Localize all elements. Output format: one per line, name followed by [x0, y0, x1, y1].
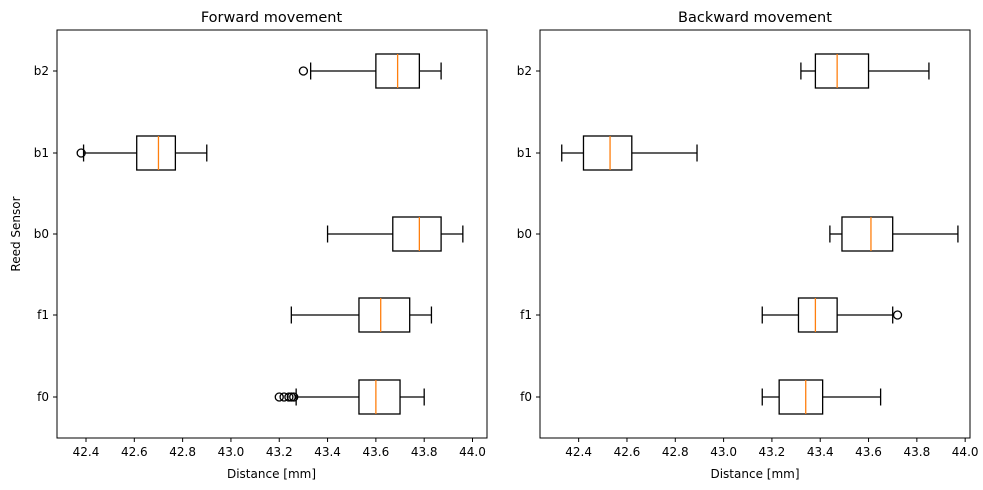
backward-y-tick-label: b1: [517, 146, 532, 160]
outlier-point: [284, 392, 294, 402]
outlier-point: [76, 148, 86, 158]
forward-y-tick-label: f1: [37, 308, 49, 322]
backward-axis-ticks: 42.4 42.6 42.8 43.0 43.2 43.4 43.6 43.8 44.0 f0 f1…: [517, 64, 979, 459]
backward-y-tick-label: b0: [517, 227, 532, 241]
outlier-point: [289, 392, 299, 402]
backward-box-b2: [800, 53, 930, 89]
forward-axis-ticks: 42.4 42.6 42.8 43.0 43.2 43.4 43.6 43.8 44.0 f0 f1…: [34, 64, 486, 459]
backward-x-tick-label: 44.0: [952, 445, 979, 459]
forward-y-tick-label: b0: [34, 227, 49, 241]
backward-boxplot-marks: [561, 53, 959, 415]
backward-box-b1: [561, 135, 698, 171]
interquartile-box: [392, 216, 442, 252]
forward-movement-panel: Forward movement Distance [mm] Reed Sens…: [9, 10, 488, 481]
interquartile-box: [778, 379, 824, 415]
forward-y-tick-label: b1: [34, 146, 49, 160]
forward-x-tick-label: 42.4: [73, 445, 100, 459]
backward-x-tick-label: 43.8: [903, 445, 930, 459]
backward-movement-panel: Backward movement Distance [mm] 42.4 42.6…: [517, 10, 979, 481]
forward-x-tick-label: 43.4: [314, 445, 341, 459]
backward-x-axis-label: Distance [mm]: [710, 467, 799, 481]
forward-boxplot-marks: [76, 53, 464, 415]
backward-x-tick-label: 42.8: [662, 445, 689, 459]
forward-x-tick-label: 42.6: [121, 445, 148, 459]
forward-axes-frame: [56, 29, 488, 439]
forward-x-axis-label: Distance [mm]: [227, 467, 316, 481]
forward-chart-title: Forward movement: [201, 10, 343, 26]
interquartile-box: [841, 216, 894, 252]
forward-x-tick-label: 43.2: [266, 445, 293, 459]
outlier-point: [279, 392, 289, 402]
forward-x-tick-label: 43.6: [363, 445, 390, 459]
interquartile-box: [136, 135, 177, 171]
backward-y-tick-label: f1: [520, 308, 532, 322]
forward-box-b2: [298, 53, 442, 89]
forward-y-tick-label: f0: [37, 390, 49, 404]
forward-x-tick-label: 43.0: [218, 445, 245, 459]
backward-x-tick-label: 43.0: [710, 445, 737, 459]
forward-box-b0: [326, 216, 464, 252]
backward-x-tick-label: 43.4: [807, 445, 834, 459]
forward-y-axis-label: Reed Sensor: [9, 196, 23, 271]
backward-x-tick-label: 42.6: [614, 445, 641, 459]
backward-box-b0: [829, 216, 959, 252]
forward-box-b1: [76, 135, 208, 171]
backward-x-tick-label: 42.4: [565, 445, 592, 459]
forward-x-tick-label: 42.8: [169, 445, 196, 459]
interquartile-box: [797, 297, 838, 333]
forward-x-tick-label: 44.0: [459, 445, 486, 459]
outlier-point: [286, 392, 296, 402]
backward-y-tick-label: b2: [517, 64, 532, 78]
backward-axes-frame: [539, 29, 971, 439]
backward-y-tick-label: f0: [520, 390, 532, 404]
forward-y-tick-label: b2: [34, 64, 49, 78]
backward-x-tick-label: 43.2: [759, 445, 786, 459]
backward-chart-title: Backward movement: [678, 10, 832, 26]
interquartile-box: [358, 379, 401, 415]
interquartile-box: [582, 135, 633, 171]
outlier-point: [892, 310, 903, 320]
interquartile-box: [358, 297, 411, 333]
outlier-point: [274, 392, 284, 402]
backward-box-f1: [761, 297, 903, 333]
forward-box-f0: [274, 379, 425, 415]
backward-x-tick-label: 43.6: [855, 445, 882, 459]
interquartile-box: [814, 53, 870, 89]
forward-box-f1: [290, 297, 433, 333]
outlier-point: [298, 66, 309, 76]
forward-x-tick-label: 43.8: [411, 445, 438, 459]
backward-box-f0: [761, 379, 882, 415]
